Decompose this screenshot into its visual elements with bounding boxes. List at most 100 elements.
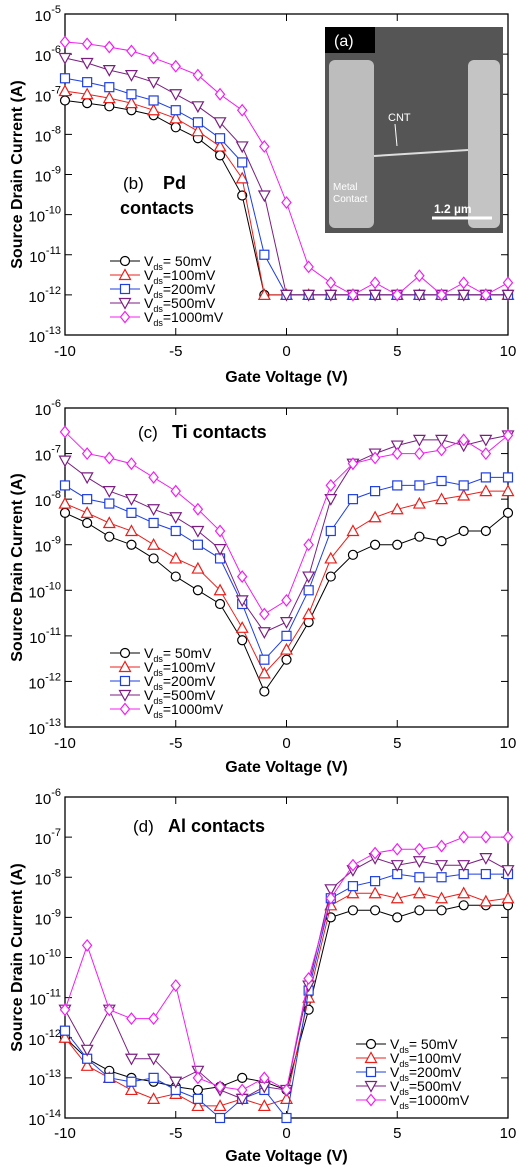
y-tick-label: 10-10 [28,205,61,226]
marker [346,524,360,537]
x-tick-label: 0 [282,735,290,752]
marker [501,891,515,904]
marker [324,494,338,506]
marker [213,117,227,130]
marker [259,686,270,697]
marker [237,1072,248,1083]
marker [81,938,93,952]
marker [235,595,249,608]
marker [325,571,336,582]
marker [412,856,426,869]
marker [192,117,203,128]
marker [147,77,161,89]
marker [118,268,132,281]
legend-label: Vds= 50mV [144,253,212,272]
marker [213,583,227,596]
marker [191,1065,205,1078]
marker [480,447,492,461]
y-tick-label: 10-7 [35,84,61,105]
marker [457,488,471,501]
marker [58,1031,72,1043]
marker [480,868,491,880]
marker [257,190,271,203]
marker [502,276,514,290]
marker [126,507,137,518]
marker [237,157,248,168]
marker [257,666,271,679]
y-tick-label: 10-13 [28,1068,61,1089]
marker [458,480,469,491]
marker [102,516,116,529]
marker [390,891,404,904]
marker [118,689,132,702]
marker [458,433,469,447]
marker [279,289,294,302]
marker [118,660,132,673]
marker [126,44,137,58]
marker [369,451,381,465]
marker [302,571,316,584]
marker [104,1003,115,1017]
y-tick-label: 10-7 [35,444,61,465]
marker [169,551,183,564]
marker [126,539,137,550]
marker [124,1053,138,1066]
marker [370,486,381,497]
marker [502,830,514,844]
marker [391,447,403,461]
marker [259,607,270,621]
x-tick-label: -5 [169,1125,182,1142]
x-tick-label: 5 [393,1125,401,1142]
marker [169,1076,183,1089]
marker [104,531,115,542]
marker [80,87,94,100]
y-tick-label: 10-9 [35,165,61,186]
marker [59,95,71,106]
marker [324,884,338,897]
marker [214,524,226,538]
x-tick-label: 10 [500,735,517,752]
legend-label: Vds=500mV [390,1078,462,1097]
marker [365,1038,377,1050]
marker [480,472,491,483]
marker [192,1071,204,1085]
marker [124,494,138,506]
marker [80,506,94,518]
marker [81,447,93,461]
y-tick-label: 10-6 [35,398,61,419]
marker [347,905,359,916]
marker [191,561,205,574]
panel-title: contacts [120,198,194,218]
marker [119,283,131,295]
marker [412,886,426,899]
marker [414,447,425,461]
legend-label: Vds=100mV [144,267,216,286]
marker [126,1012,137,1026]
marker [347,549,359,560]
marker [82,517,93,529]
marker [80,472,94,485]
scale-bar-label: 1.2 µm [434,202,472,216]
marker [414,842,425,856]
marker [170,105,181,116]
contact-label: Metal [333,182,357,193]
marker [436,288,447,302]
marker [502,428,514,442]
marker [191,525,205,538]
marker [169,111,183,124]
marker [479,853,493,865]
marker [479,484,493,497]
marker [119,702,131,716]
x-tick-label: 5 [393,343,401,360]
marker [214,87,226,101]
marker [148,553,159,564]
marker [104,498,115,509]
marker [391,288,403,302]
marker [480,830,492,844]
marker [192,585,203,596]
marker [436,443,447,457]
y-tick-label: 10-8 [35,489,61,510]
marker [435,492,449,505]
legend-label: Vds=200mV [390,1064,462,1083]
marker [365,1066,377,1078]
